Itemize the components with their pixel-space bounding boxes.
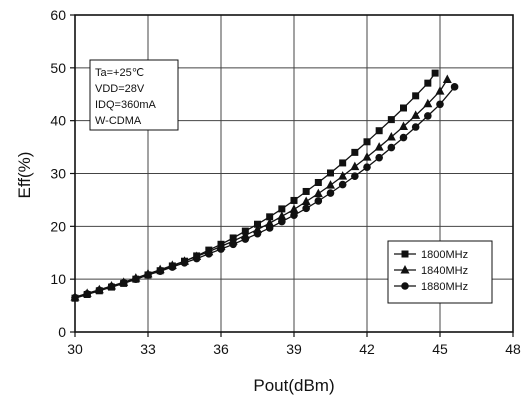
data-point (83, 290, 91, 298)
data-point (424, 79, 432, 87)
data-point (424, 112, 432, 120)
data-point (326, 189, 335, 197)
data-point (386, 132, 396, 141)
annotation-idq: IDQ=360mA (95, 99, 156, 111)
data-point (119, 279, 128, 287)
grid-lines (75, 15, 513, 332)
legend-label: 1840MHz (421, 265, 468, 277)
data-point (387, 116, 395, 124)
data-point (290, 211, 298, 220)
x-axis-title: Pout(dBm) (253, 376, 334, 395)
data-point (375, 153, 383, 162)
legend-label: 1800MHz (421, 249, 468, 261)
y-tick-label: 10 (50, 271, 66, 287)
data-point (450, 83, 459, 91)
data-point (399, 121, 408, 130)
x-tick-label: 36 (213, 341, 229, 357)
data-point (301, 196, 311, 206)
legend-marker (401, 282, 409, 290)
data-point (431, 69, 439, 77)
data-point (254, 220, 261, 228)
data-point (156, 267, 164, 276)
data-point (326, 180, 335, 189)
data-point (278, 205, 286, 213)
y-tick-label: 0 (58, 324, 66, 340)
data-point (192, 254, 201, 263)
data-point (313, 188, 323, 198)
data-point (375, 127, 383, 135)
annotation-signal: W-CDMA (95, 115, 142, 127)
y-tick-label: 60 (50, 7, 66, 23)
data-point (132, 275, 140, 283)
data-point (144, 271, 152, 279)
data-point (107, 282, 116, 291)
conditions-annotation: Ta=+25℃ VDD=28V IDQ=360mA W-CDMA (89, 59, 179, 131)
x-tick-label: 42 (359, 341, 375, 357)
x-tick-label: 33 (140, 341, 156, 357)
data-point (362, 152, 372, 161)
data-point (363, 138, 371, 146)
data-point (290, 196, 298, 204)
data-point (266, 213, 274, 221)
y-tick-label: 20 (50, 218, 66, 234)
data-point (314, 197, 323, 205)
annotation-temperature: Ta=+25℃ (95, 67, 144, 79)
x-tick-label: 39 (286, 341, 302, 357)
data-point (229, 240, 237, 249)
data-point (314, 178, 322, 186)
data-point (205, 250, 213, 258)
y-tick-label: 40 (50, 113, 66, 129)
data-point (277, 211, 287, 220)
legend-marker (400, 265, 410, 274)
data-point (168, 263, 177, 271)
data-point (289, 204, 299, 213)
data-point (338, 180, 347, 189)
data-point (411, 123, 420, 131)
data-point (265, 224, 274, 232)
axis-ticks: 30 33 36 39 42 45 48 0 10 20 30 40 50 60 (50, 7, 521, 357)
data-point (351, 172, 359, 180)
data-point (436, 100, 444, 109)
data-point (350, 161, 360, 171)
data-point (278, 217, 286, 226)
x-tick-label: 30 (67, 341, 83, 357)
data-point (327, 169, 334, 177)
data-point (351, 148, 359, 156)
x-tick-label: 45 (432, 341, 448, 357)
data-point (412, 92, 420, 100)
data-point (387, 143, 396, 152)
data-point (302, 187, 310, 195)
data-point (435, 86, 445, 95)
data-point (339, 159, 347, 167)
data-point (363, 163, 371, 171)
y-axis-title: Eff(%) (15, 152, 34, 199)
data-point (302, 204, 310, 213)
y-tick-label: 30 (50, 166, 66, 182)
data-point (338, 171, 348, 180)
legend-marker (401, 250, 409, 258)
annotation-vdd: VDD=28V (95, 83, 145, 95)
y-tick-label: 50 (50, 60, 66, 76)
data-point (265, 218, 275, 227)
data-point (95, 286, 104, 295)
data-point (180, 258, 189, 267)
data-point (400, 104, 407, 112)
data-point (241, 235, 250, 243)
data-point (253, 229, 262, 238)
data-point (374, 142, 384, 151)
series-1880MHz (71, 83, 459, 302)
data-point (423, 98, 433, 108)
data-point (399, 133, 408, 142)
data-point (411, 110, 421, 119)
legend: 1800MHz 1840MHz 1880MHz (387, 240, 493, 304)
x-tick-label: 48 (505, 341, 521, 357)
data-point (442, 74, 452, 83)
legend-label: 1880MHz (421, 281, 468, 293)
data-point (217, 245, 225, 253)
